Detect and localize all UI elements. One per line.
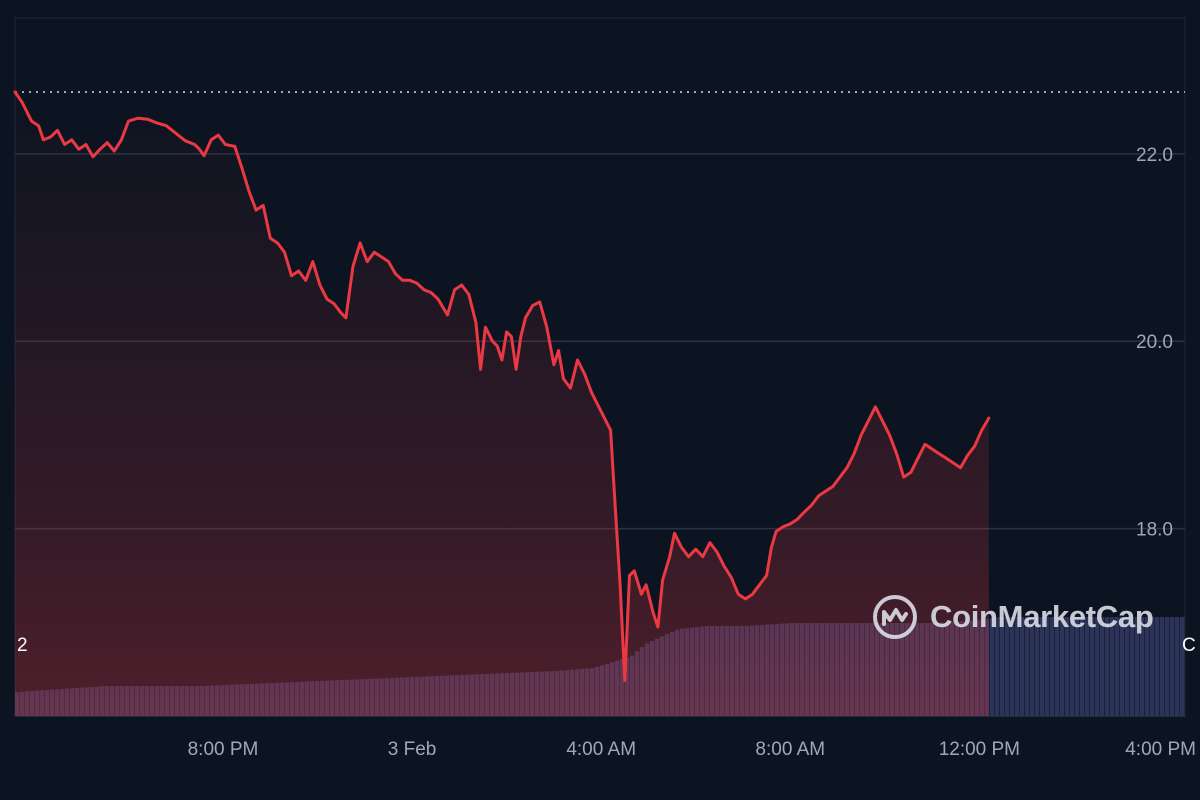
y-tick-label: 18.0	[1136, 520, 1173, 541]
volume-bar	[1175, 617, 1180, 716]
y-tick-label: 22.0	[1136, 145, 1173, 166]
volume-bar	[1150, 617, 1155, 716]
volume-bar	[1165, 617, 1170, 716]
volume-bar	[1130, 617, 1135, 716]
volume-bar	[1000, 617, 1005, 716]
volume-bar	[1160, 617, 1165, 716]
volume-bar	[1040, 617, 1045, 716]
volume-bar	[1095, 617, 1100, 716]
volume-bar	[1105, 617, 1110, 716]
price-series-line	[13, 90, 991, 682]
volume-bar	[1135, 617, 1140, 716]
x-tick-label: 4:00 PM	[1125, 739, 1196, 760]
volume-bar	[1140, 617, 1145, 716]
left-edge-label: 2	[17, 635, 28, 656]
volume-bar	[1050, 617, 1055, 716]
volume-bar	[1025, 617, 1030, 716]
volume-bar	[1075, 617, 1080, 716]
volume-bar	[1110, 617, 1115, 716]
right-edge-label: C	[1182, 635, 1196, 656]
volume-bar	[1030, 617, 1035, 716]
volume-bar	[1055, 617, 1060, 716]
price-line	[13, 90, 991, 682]
volume-bar	[1080, 617, 1085, 716]
volume-bar	[1060, 617, 1065, 716]
volume-bar	[1035, 617, 1040, 716]
coinmarketcap-logo-icon	[873, 595, 917, 639]
x-tick-label: 8:00 PM	[188, 739, 259, 760]
price-area-fill	[15, 92, 989, 716]
volume-bar	[1170, 617, 1175, 716]
volume-bar	[1065, 617, 1070, 716]
volume-bar	[1120, 617, 1125, 716]
volume-bar	[995, 617, 1000, 716]
x-tick-label: 3 Feb	[388, 739, 437, 760]
x-tick-label: 12:00 PM	[939, 739, 1020, 760]
volume-bar	[1090, 617, 1095, 716]
price-area	[15, 92, 989, 716]
x-axis-ticks: 8:00 PM 3 Feb 4:00 AM 8:00 AM 12:00 PM 4:00 P…	[188, 739, 1196, 760]
volume-bar	[1045, 617, 1050, 716]
coinmarketcap-watermark: CoinMarketCap	[872, 594, 1154, 640]
volume-bar	[1145, 617, 1150, 716]
volume-bar	[1020, 617, 1025, 716]
volume-bar	[1010, 617, 1015, 716]
volume-bar	[1015, 617, 1020, 716]
volume-bar	[1085, 617, 1090, 716]
volume-bar	[1125, 617, 1130, 716]
volume-bar	[1005, 617, 1010, 716]
volume-bar	[1115, 617, 1120, 716]
watermark-text: CoinMarketCap	[930, 599, 1154, 634]
volume-bar	[1155, 617, 1160, 716]
x-tick-label: 4:00 AM	[566, 739, 636, 760]
y-axis-ticks: 22.0 20.0 18.0	[1136, 145, 1173, 541]
volume-bar	[1070, 617, 1075, 716]
y-tick-label: 20.0	[1136, 332, 1173, 353]
volume-bar	[1100, 617, 1105, 716]
volume-bar	[990, 618, 995, 716]
x-tick-label: 8:00 AM	[755, 739, 825, 760]
volume-bar	[1180, 617, 1185, 716]
